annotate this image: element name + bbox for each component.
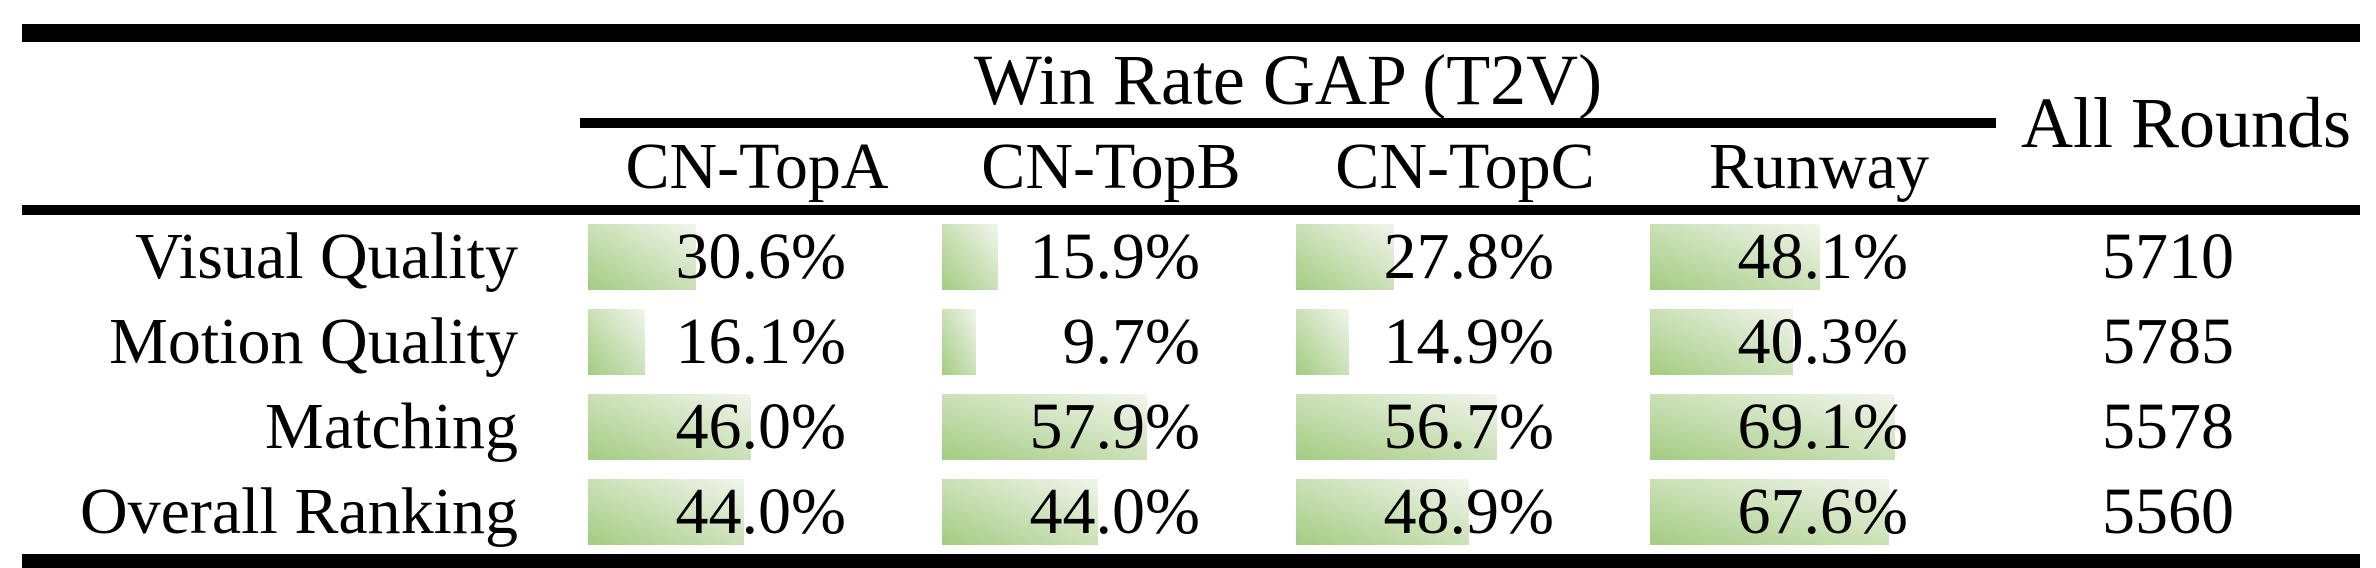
win-rate-bar (1296, 309, 1349, 376)
column-header: CN-TopB (981, 129, 1241, 203)
win-rate-cell: 16.1% (580, 300, 934, 385)
win-rate-bar (1650, 478, 1890, 545)
win-rate-bar (1650, 393, 1895, 460)
win-rate-bar (588, 224, 697, 291)
win-rate-cell: 15.9% (934, 215, 1288, 300)
win-rate-bar (942, 478, 1098, 545)
win-rate-bar (942, 309, 977, 376)
win-rate-bar (1650, 309, 1793, 376)
row-label: Motion Quality (109, 305, 518, 379)
win-rate-cell: 67.6% (1642, 469, 1996, 554)
win-rate-cell: 57.9% (934, 385, 1288, 470)
win-rate-value: 30.6% (675, 220, 846, 294)
win-rate-value: 27.8% (1383, 220, 1554, 294)
win-rate-value: 40.3% (1737, 305, 1908, 379)
win-rate-bar (1296, 393, 1497, 460)
win-rate-bar (942, 224, 999, 291)
header-separator-rule (22, 205, 2360, 215)
win-rate-value: 48.1% (1737, 220, 1908, 294)
win-rate-cell: 27.8% (1288, 215, 1642, 300)
bottom-rule (22, 554, 2360, 568)
win-rate-bar (588, 309, 645, 376)
win-rate-value: 57.9% (1029, 389, 1200, 463)
win-rate-value: 56.7% (1383, 389, 1554, 463)
win-rate-value: 9.7% (1062, 305, 1200, 379)
win-rate-value: 67.6% (1737, 474, 1908, 548)
win-rate-value: 15.9% (1029, 220, 1200, 294)
win-rate-cell: 48.9% (1288, 469, 1642, 554)
win-rate-value: 46.0% (675, 389, 846, 463)
win-rate-cell: 44.0% (580, 469, 934, 554)
row-label: Visual Quality (135, 220, 518, 294)
all-rounds-value: 5560 (2102, 474, 2234, 548)
all-rounds-value: 5785 (2102, 305, 2234, 379)
win-rate-cell: 56.7% (1288, 385, 1642, 470)
win-rate-value: 16.1% (675, 305, 846, 379)
win-rate-cell: 46.0% (580, 385, 934, 470)
title-underline-rule (580, 118, 1996, 128)
row-label: Matching (265, 389, 518, 463)
win-rate-bar (1650, 224, 1821, 291)
win-rate-value: 44.0% (1029, 474, 1200, 548)
row-label: Overall Ranking (79, 474, 518, 548)
win-rate-bar (942, 393, 1147, 460)
win-rate-bar (588, 478, 744, 545)
column-header: CN-TopC (1335, 129, 1595, 203)
win-rate-cell: 40.3% (1642, 300, 1996, 385)
all-rounds-value: 5578 (2102, 389, 2234, 463)
win-rate-cell: 44.0% (934, 469, 1288, 554)
win-rate-bar (588, 393, 751, 460)
table-title: Win Rate GAP (T2V) (973, 39, 1603, 120)
win-rate-cell: 9.7% (934, 300, 1288, 385)
win-rate-bar (1296, 224, 1395, 291)
win-rate-value: 48.9% (1383, 474, 1554, 548)
win-rate-cell: 69.1% (1642, 385, 1996, 470)
all-rounds-value: 5710 (2102, 220, 2234, 294)
win-rate-cell: 14.9% (1288, 300, 1642, 385)
win-rate-cell: 48.1% (1642, 215, 1996, 300)
column-header: CN-TopA (625, 129, 889, 203)
win-rate-value: 44.0% (675, 474, 846, 548)
all-rounds-header: All Rounds (2020, 83, 2352, 163)
top-rule (22, 24, 2360, 42)
win-rate-value: 69.1% (1737, 389, 1908, 463)
win-rate-cell: 30.6% (580, 215, 934, 300)
win-rate-bar (1296, 478, 1470, 545)
column-header: Runway (1709, 129, 1929, 203)
win-rate-value: 14.9% (1383, 305, 1554, 379)
